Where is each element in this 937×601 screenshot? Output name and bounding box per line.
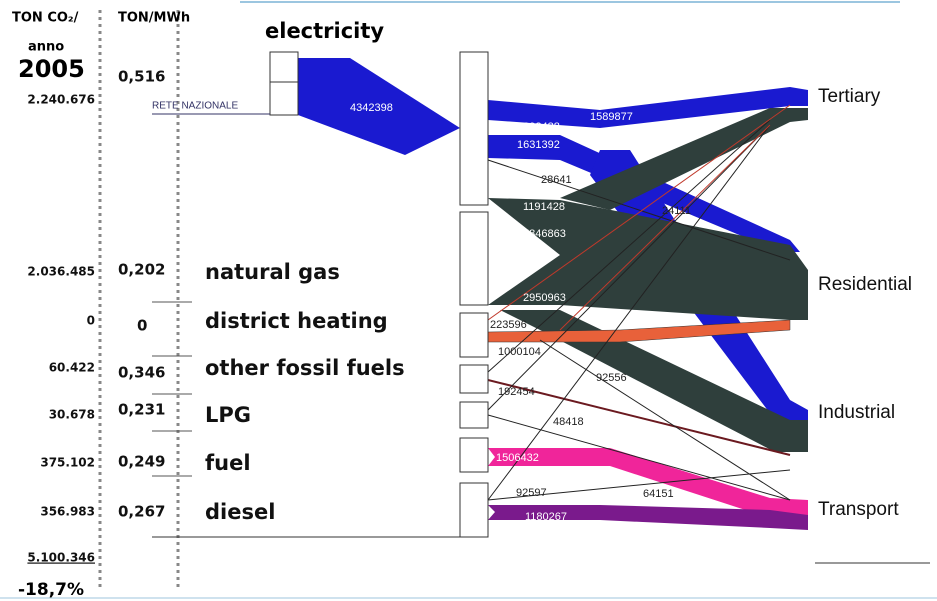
header-year: 2005 xyxy=(18,55,85,83)
header-right: TON/MWh xyxy=(118,11,190,26)
target-label: Tertiary xyxy=(818,86,881,107)
thin-flow xyxy=(487,104,791,321)
thin-flow xyxy=(487,379,791,456)
flow-label: 1631392 xyxy=(517,139,560,151)
flow-fuel xyxy=(488,448,808,518)
node-box xyxy=(459,211,489,306)
source-label: natural gas xyxy=(205,260,340,284)
grid-label: RETE NAZIONALE xyxy=(152,101,238,112)
node-box xyxy=(459,364,489,394)
source-label: district heating xyxy=(205,309,388,333)
thin-flow xyxy=(559,124,771,331)
source-label: diesel xyxy=(205,500,275,524)
flow-label: 1506432 xyxy=(496,452,539,464)
emissions: 0 xyxy=(87,314,95,328)
emissions: 375.102 xyxy=(40,456,95,470)
emissions: 2.036.485 xyxy=(27,265,95,279)
source-label: other fossil fuels xyxy=(205,356,405,380)
thin-flow xyxy=(487,124,771,501)
target-label: Industrial xyxy=(818,402,895,423)
flow-diesel xyxy=(488,505,808,530)
electricity-label: electricity xyxy=(265,19,384,43)
flow-gas-industrial xyxy=(500,310,808,452)
node-box xyxy=(459,312,489,358)
change: -18,7% xyxy=(18,580,84,600)
factor: 0,231 xyxy=(118,401,165,419)
electricity-box xyxy=(269,51,299,116)
flow-label: 2950963 xyxy=(523,292,566,304)
flow-label: 48418 xyxy=(553,416,584,428)
factor: 0,249 xyxy=(118,453,165,471)
node-box xyxy=(459,482,489,538)
node-box xyxy=(459,51,489,206)
source-label: LPG xyxy=(205,403,251,427)
thin-flow xyxy=(487,469,791,501)
flow-label: 1191428 xyxy=(523,201,565,213)
thin-flow xyxy=(487,124,771,411)
flow-label: 1589877 xyxy=(590,111,633,123)
emissions: 356.983 xyxy=(40,505,95,519)
flow-label: 4342398 xyxy=(350,102,393,114)
factor: 0 xyxy=(137,317,147,335)
flow-label: 223596 xyxy=(490,319,527,331)
flow-label: 64151 xyxy=(643,488,674,500)
factor: 0,202 xyxy=(118,261,165,279)
flow-gas-residential xyxy=(488,198,808,320)
factor: 0,346 xyxy=(118,364,165,382)
target-label: Transport xyxy=(818,499,899,520)
factor: 0,516 xyxy=(118,68,165,86)
flows xyxy=(298,58,808,530)
thin-flow xyxy=(539,339,791,501)
thin-flow xyxy=(487,119,771,373)
factor: 0,267 xyxy=(118,503,165,521)
emissions: 2.240.676 xyxy=(27,93,95,107)
electricity-flow xyxy=(298,58,460,155)
thin-flow xyxy=(487,414,791,501)
header-left: TON CO₂/ xyxy=(12,11,79,26)
node-box xyxy=(459,401,489,429)
target-label: Residential xyxy=(818,274,912,295)
thin-flow xyxy=(487,159,791,261)
flow-label: 92556 xyxy=(596,372,627,384)
node-box xyxy=(459,437,489,473)
total: 5.100.346 xyxy=(27,551,95,565)
flow-label: 1000104 xyxy=(498,346,541,358)
flow-label: 5846863 xyxy=(523,228,566,240)
emissions: 30.678 xyxy=(49,408,95,422)
source-label: fuel xyxy=(205,451,251,475)
flow-label: 1092488 xyxy=(517,121,560,133)
flow-label: 192454 xyxy=(498,386,535,398)
flow-label: 1180267 xyxy=(525,511,567,523)
emissions: 60.422 xyxy=(49,361,95,375)
flow-label: 24111 xyxy=(662,205,691,217)
flow-label: 92597 xyxy=(516,487,547,499)
flow-gas-tertiary xyxy=(560,108,808,210)
flow-tertiary xyxy=(488,87,808,128)
header-sub: anno xyxy=(28,40,64,55)
flow-label: 28641 xyxy=(541,174,572,186)
